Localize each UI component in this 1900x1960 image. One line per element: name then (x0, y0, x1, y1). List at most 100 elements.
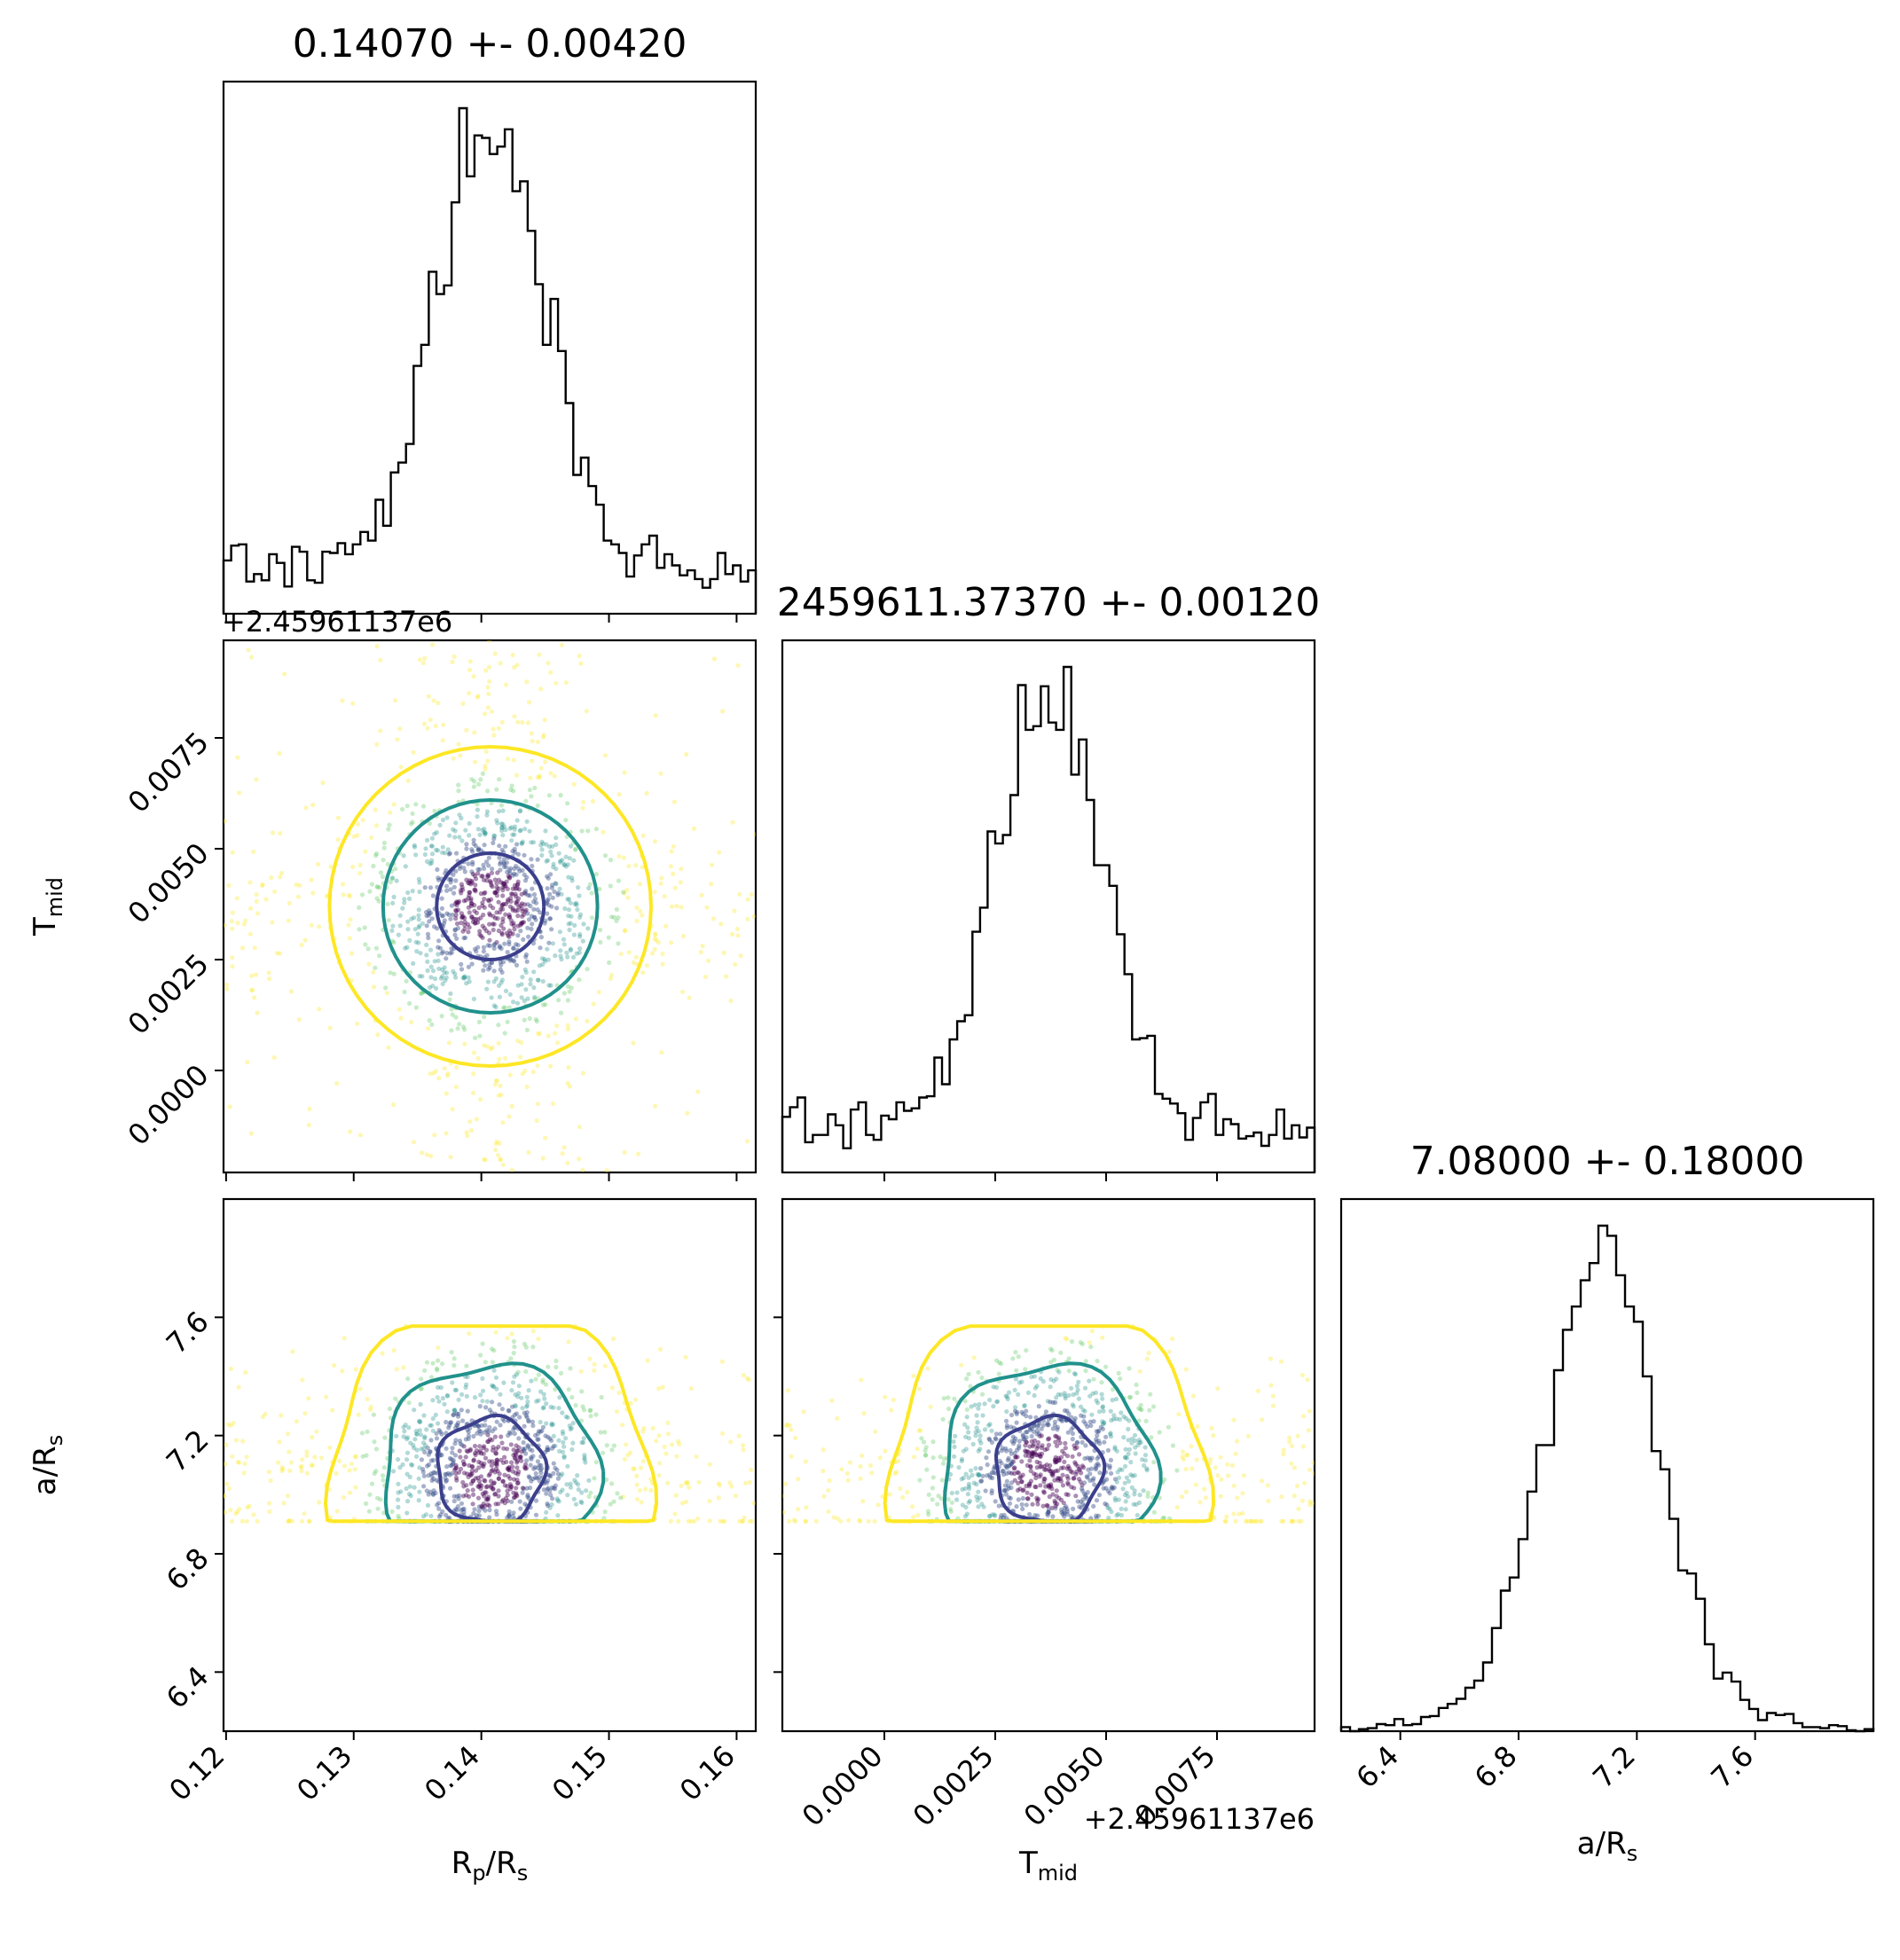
scatter-point (1254, 1518, 1260, 1524)
scatter-point (965, 1492, 970, 1497)
scatter-point (1133, 1451, 1138, 1456)
scatter-point (650, 1425, 656, 1431)
scatter-point (1028, 1415, 1033, 1420)
scatter-point (498, 661, 503, 666)
scatter-point (1079, 1413, 1084, 1418)
scatter-point (1127, 1394, 1132, 1400)
scatter-point (510, 849, 515, 854)
scatter-point (1024, 1435, 1029, 1440)
scatter-point (318, 1455, 324, 1461)
scatter-point (451, 756, 456, 761)
scatter-point (557, 886, 562, 892)
scatter-point (597, 886, 602, 892)
scatter-point (1053, 1460, 1058, 1465)
scatter-point (998, 1516, 1003, 1521)
scatter-point (224, 1509, 228, 1515)
scatter-point (1170, 1443, 1175, 1448)
scatter-point (337, 1458, 342, 1463)
scatter-point (512, 714, 517, 719)
scatter-point (569, 878, 575, 883)
scatter-point (1087, 1340, 1092, 1345)
scatter-point (962, 1422, 968, 1427)
scatter-point (1006, 1455, 1011, 1461)
scatter-point (483, 711, 488, 717)
scatter-point (515, 943, 521, 948)
scatter-point (634, 1482, 640, 1487)
scatter-point (432, 976, 438, 982)
scatter-point (1114, 1416, 1119, 1422)
scatter-point (963, 1471, 969, 1477)
scatter-point (1136, 1406, 1142, 1411)
scatter-point (1023, 1448, 1028, 1454)
scatter-point (486, 930, 492, 936)
scatter-point (727, 1480, 733, 1486)
scatter-point (426, 1452, 431, 1457)
scatter-point (544, 1421, 549, 1426)
scatter-point (589, 890, 594, 896)
scatter-point (1085, 1455, 1090, 1461)
scatter-point (514, 662, 520, 668)
scatter-point (506, 1512, 512, 1517)
scatter-point (413, 1431, 420, 1437)
scatter-point (969, 1468, 974, 1473)
scatter-point (1222, 1518, 1228, 1524)
scatter-point (487, 961, 492, 968)
scatter-point (287, 1468, 293, 1473)
scatter-point (456, 1420, 461, 1425)
scatter-point (522, 902, 528, 907)
scatter-point (391, 1469, 396, 1474)
scatter-point (487, 678, 492, 684)
scatter-point (428, 861, 433, 866)
scatter-point (492, 1082, 499, 1087)
scatter-point (538, 1467, 543, 1472)
scatter-point (492, 915, 499, 921)
scatter-point (1001, 1487, 1007, 1494)
scatter-point (483, 1485, 489, 1490)
scatter-point (498, 859, 504, 866)
scatter-point (551, 1470, 556, 1476)
scatter-point (553, 1483, 558, 1488)
scatter-point (648, 1487, 654, 1493)
scatter-point (569, 1425, 574, 1431)
scatter-point (340, 698, 345, 703)
scatter-point (486, 855, 491, 860)
scatter-point (545, 898, 550, 904)
scatter-point (1026, 1482, 1032, 1487)
scatter-point (1087, 1455, 1093, 1461)
scatter-point (227, 1104, 232, 1109)
scatter-point (663, 923, 669, 929)
scatter-point (460, 1418, 466, 1423)
scatter-point (740, 1518, 745, 1524)
scatter-point (679, 989, 686, 994)
scatter-point (527, 788, 533, 793)
scatter-point (247, 1503, 252, 1509)
scatter-point (616, 853, 622, 859)
scatter-point (1024, 1430, 1029, 1435)
scatter-point (487, 1459, 492, 1464)
scatter-point (961, 1448, 966, 1454)
scatter-point (424, 953, 429, 958)
scatter-point (490, 960, 495, 965)
scatter-point (1003, 1463, 1009, 1469)
scatter-tmid-vs-rp (224, 640, 756, 1172)
scatter-point (425, 837, 430, 843)
scatter-point (1070, 1431, 1075, 1437)
scatter-point (448, 951, 453, 956)
scatter-point (711, 916, 717, 921)
scatter-point (579, 1389, 585, 1394)
scatter-point (1231, 1417, 1237, 1423)
scatter-point (481, 945, 487, 950)
scatter-point (492, 651, 498, 656)
scatter-point (1048, 1376, 1054, 1382)
scatter-point (525, 911, 530, 916)
scatter-point (1071, 1404, 1076, 1409)
scatter-point (692, 1518, 697, 1524)
scatter-point (577, 912, 584, 917)
scatter-point (299, 1463, 304, 1470)
scatter-point (604, 1168, 609, 1172)
scatter-point (550, 843, 555, 850)
scatter-point (720, 1518, 726, 1524)
scatter-point (475, 1055, 481, 1061)
scatter-point (980, 1473, 985, 1478)
scatter-point (404, 1510, 410, 1516)
